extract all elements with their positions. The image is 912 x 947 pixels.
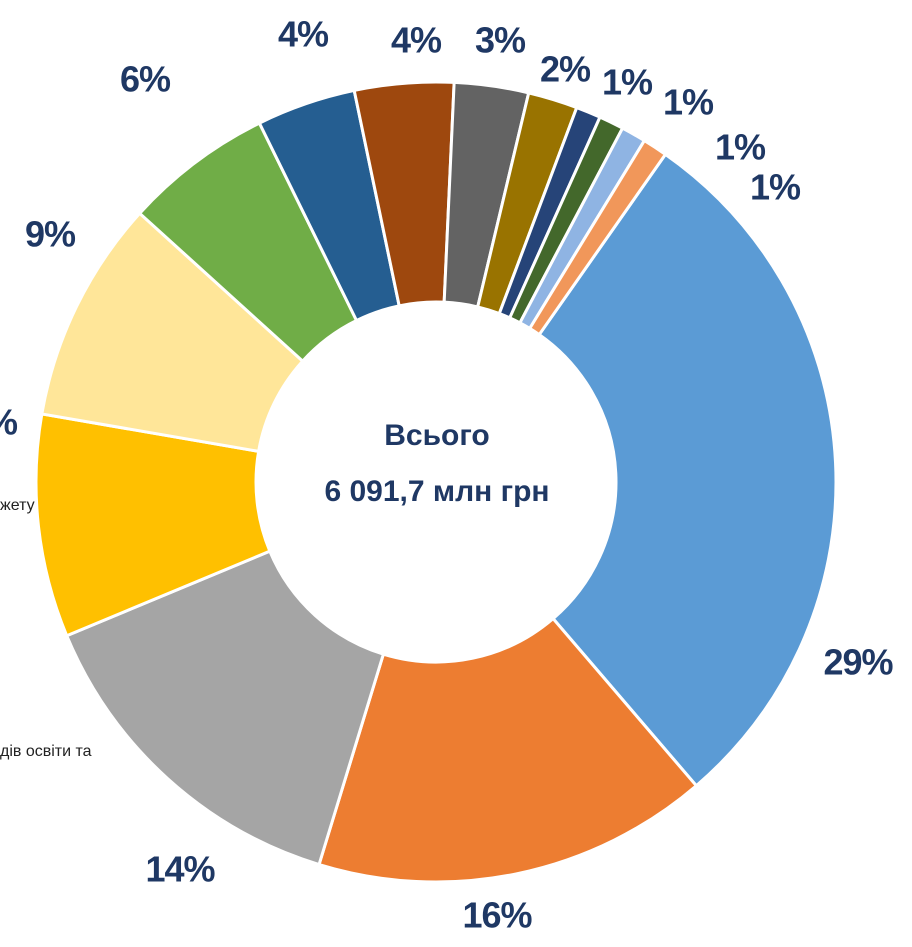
value-label: 1% (750, 167, 801, 208)
value-label: 3% (475, 20, 526, 61)
value-label: 1% (663, 82, 714, 123)
center-total: 6 091,7 млн грн (324, 475, 549, 508)
slice (64, 549, 386, 867)
slice (537, 152, 838, 788)
legend-fragment: дів освіти та (0, 743, 92, 760)
center-title: Всього (384, 419, 490, 452)
slice (317, 616, 699, 884)
value-label: 16% (462, 895, 532, 936)
value-label: 14% (145, 849, 215, 890)
value-label: 1% (715, 127, 766, 168)
value-label: 29% (823, 642, 893, 683)
slices (34, 80, 838, 884)
value-label: 4% (278, 14, 329, 55)
value-label: 9% (25, 214, 76, 255)
value-label: 2% (540, 49, 591, 90)
value-label: 9% (0, 402, 18, 443)
slice (527, 138, 668, 337)
value-label: 6% (120, 59, 171, 100)
value-label: 1% (602, 62, 653, 103)
legend-fragment: жету (0, 497, 35, 514)
value-label: 4% (391, 20, 442, 61)
